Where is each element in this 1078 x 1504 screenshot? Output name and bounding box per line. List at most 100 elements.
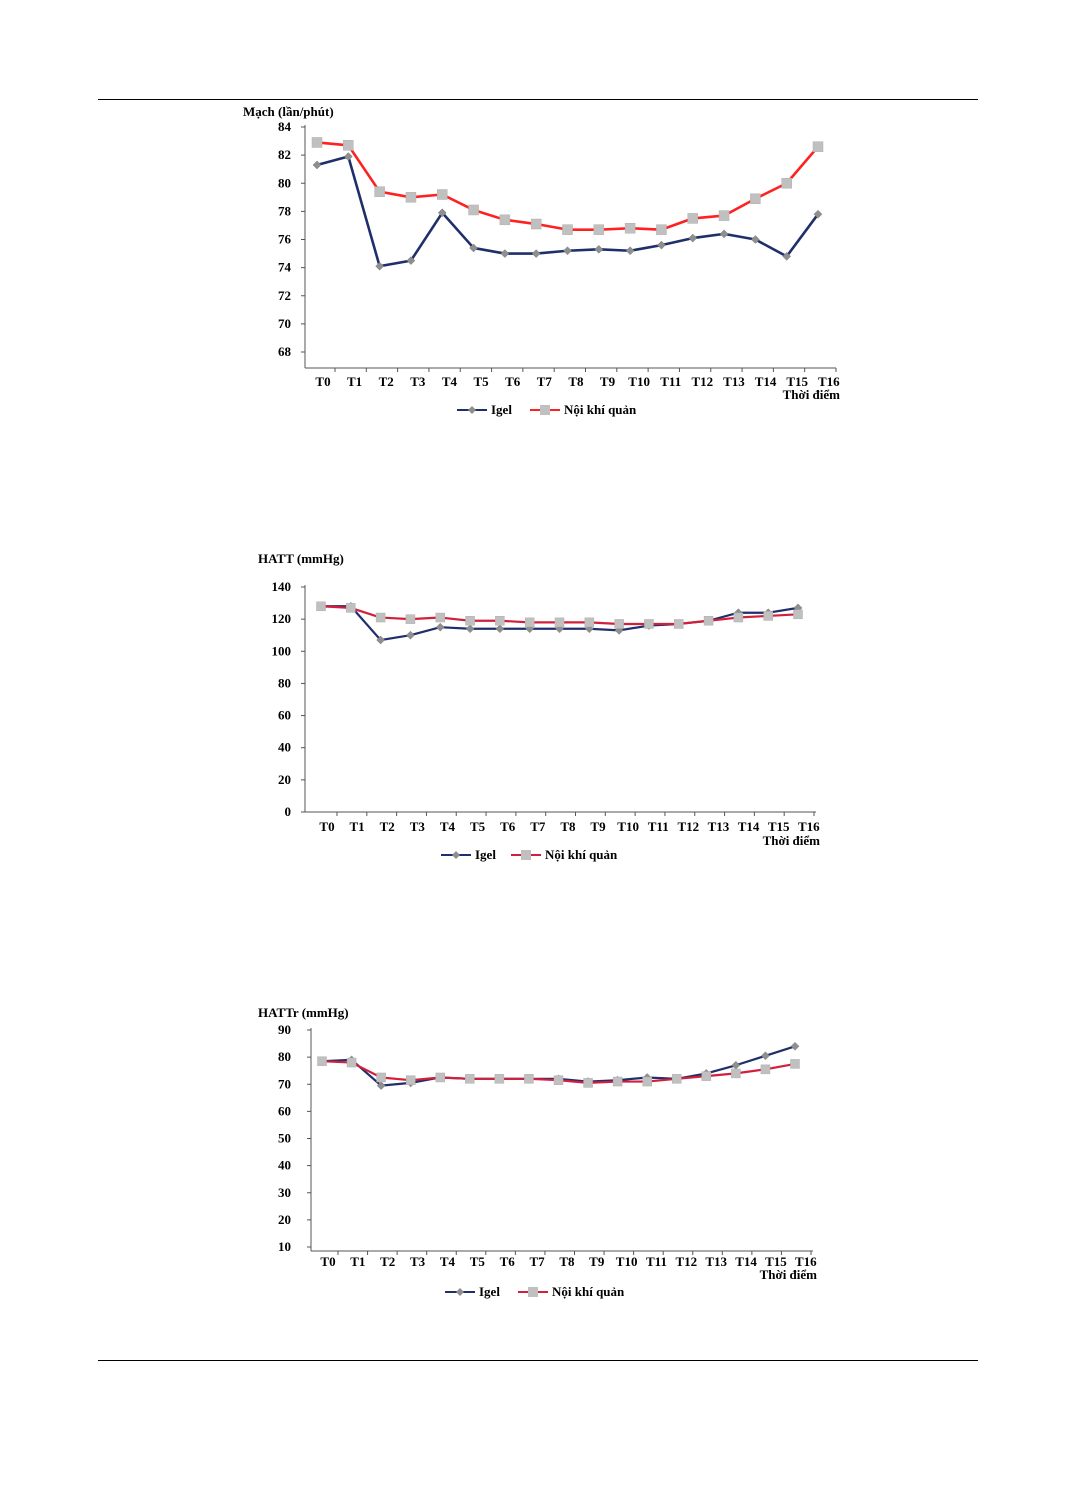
x-tick-label: T5: [470, 1254, 486, 1269]
x-tick-label: T10: [616, 1254, 638, 1269]
data-point-noi-khi-quan: [763, 611, 773, 621]
x-tick-label: T15: [768, 819, 790, 834]
y-tick-label: 40: [278, 740, 291, 755]
x-tick-label: T2: [379, 374, 394, 389]
y-tick-label: 20: [278, 1212, 291, 1227]
data-point-noi-khi-quan: [750, 193, 761, 204]
data-point-noi-khi-quan: [495, 616, 505, 626]
x-tick-label: T8: [559, 1254, 575, 1269]
data-point-noi-khi-quan: [405, 614, 416, 624]
data-point-igel: [343, 152, 353, 161]
x-tick-label: T7: [530, 819, 546, 834]
x-tick-label: T6: [505, 374, 521, 389]
data-point-igel: [406, 630, 415, 640]
y-tick-label: 20: [278, 772, 291, 787]
data-point-noi-khi-quan: [562, 224, 573, 235]
data-point-igel: [625, 246, 635, 256]
data-point-noi-khi-quan: [593, 224, 605, 235]
legend-marker-igel: [456, 1288, 464, 1296]
x-tick-label: T11: [646, 1254, 667, 1269]
data-point-noi-khi-quan: [612, 1076, 623, 1087]
y-tick-label: 80: [278, 675, 291, 690]
data-point-noi-khi-quan: [731, 1068, 741, 1079]
x-tick-label: T1: [350, 1254, 365, 1269]
data-point-noi-khi-quan: [644, 619, 654, 629]
y-tick-label: 70: [278, 1076, 291, 1091]
x-tick-label: T14: [755, 374, 777, 389]
data-point-igel: [563, 246, 572, 256]
y-tick-label: 80: [278, 175, 291, 190]
data-point-igel: [376, 635, 385, 645]
y-tick-label: 60: [278, 1103, 291, 1118]
data-point-noi-khi-quan: [793, 609, 803, 620]
data-point-noi-khi-quan: [624, 223, 636, 234]
x-tick-label: T16: [818, 374, 840, 389]
data-point-noi-khi-quan: [781, 178, 792, 189]
data-point-igel: [751, 235, 760, 244]
data-point-noi-khi-quan: [374, 186, 385, 197]
data-point-noi-khi-quan: [614, 619, 624, 629]
legend-marker-igel: [468, 406, 476, 414]
data-point-noi-khi-quan: [524, 617, 535, 628]
y-tick-label: 70: [278, 316, 291, 331]
data-point-igel: [500, 249, 510, 258]
x-tick-label: T2: [380, 819, 395, 834]
data-point-noi-khi-quan: [701, 1071, 712, 1081]
x-tick-label: T9: [589, 1254, 605, 1269]
data-point-noi-khi-quan: [554, 617, 565, 628]
y-tick-label: 80: [278, 1049, 291, 1064]
x-tick-label: T11: [660, 374, 681, 389]
x-tick-label: T7: [529, 1254, 545, 1269]
x-tick-label: T6: [500, 1254, 516, 1269]
y-tick-label: 50: [278, 1131, 291, 1146]
data-point-noi-khi-quan: [405, 1075, 416, 1085]
x-tick-label: T7: [537, 374, 553, 389]
data-point-noi-khi-quan: [642, 1076, 652, 1087]
data-point-igel: [435, 622, 445, 632]
data-point-noi-khi-quan: [375, 612, 386, 623]
x-tick-label: T2: [380, 1254, 395, 1269]
data-point-noi-khi-quan: [435, 1072, 445, 1083]
legend-marker-noi-khi-quan: [540, 405, 550, 415]
data-point-noi-khi-quan: [524, 1074, 534, 1084]
x-axis-label: Thời điểm: [760, 1267, 818, 1282]
y-tick-label: 120: [272, 611, 292, 626]
data-point-noi-khi-quan: [405, 192, 417, 203]
x-tick-label: T14: [735, 1254, 757, 1269]
legend-marker-noi-khi-quan: [521, 850, 531, 860]
y-tick-label: 140: [272, 579, 292, 594]
data-point-noi-khi-quan: [790, 1059, 800, 1069]
data-point-noi-khi-quan: [530, 218, 542, 230]
data-point-noi-khi-quan: [553, 1075, 564, 1085]
data-point-igel: [465, 624, 475, 634]
footer-rule: [98, 1360, 978, 1361]
x-tick-label: T9: [600, 374, 616, 389]
data-point-noi-khi-quan: [672, 1074, 682, 1084]
x-tick-label: T0: [315, 374, 330, 389]
x-tick-label: T12: [678, 819, 700, 834]
x-tick-label: T10: [628, 374, 650, 389]
data-point-noi-khi-quan: [718, 210, 730, 221]
y-tick-label: 78: [278, 203, 292, 218]
data-point-noi-khi-quan: [435, 612, 445, 623]
data-point-noi-khi-quan: [343, 140, 354, 151]
x-tick-label: T14: [738, 819, 760, 834]
data-point-igel: [437, 208, 447, 218]
data-point-igel: [531, 249, 541, 258]
y-tick-label: 84: [278, 119, 292, 134]
x-tick-label: T13: [708, 819, 730, 834]
data-point-noi-khi-quan: [584, 617, 595, 628]
data-point-noi-khi-quan: [311, 137, 323, 148]
legend-marker-igel: [452, 851, 460, 859]
x-tick-label: T4: [442, 374, 458, 389]
x-tick-label: T11: [648, 819, 669, 834]
x-tick-label: T16: [798, 819, 820, 834]
y-tick-label: 82: [278, 147, 291, 162]
data-point-noi-khi-quan: [674, 619, 684, 629]
y-tick-label: 68: [278, 344, 292, 359]
data-point-noi-khi-quan: [656, 224, 667, 235]
x-tick-label: T5: [473, 374, 489, 389]
